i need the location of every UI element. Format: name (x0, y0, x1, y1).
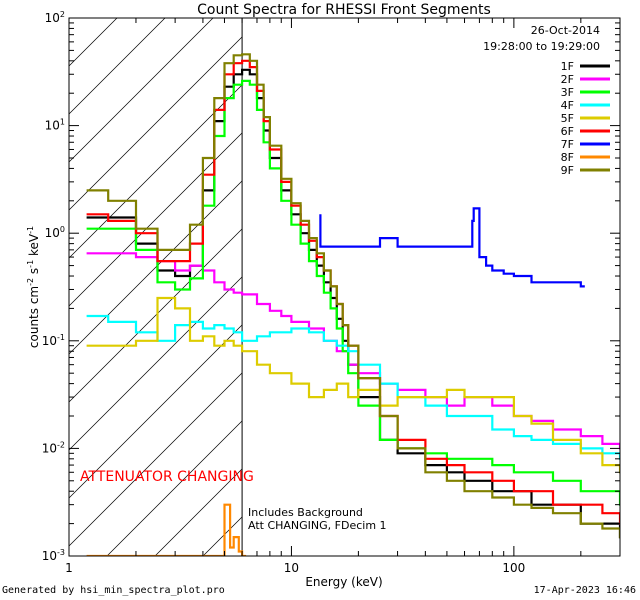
generated-date-label: 17-Apr-2023 16:46 (533, 585, 636, 596)
note-background: Includes Background (248, 506, 363, 519)
legend-label-3F: 3F (561, 86, 574, 99)
x-axis-label: Energy (keV) (305, 575, 382, 589)
y-label-exp1: -2 (26, 278, 35, 286)
x-tick-label: 10 (284, 561, 299, 575)
legend-label-6F: 6F (561, 125, 574, 138)
series-7F (319, 207, 585, 288)
y-tick-label: 100 (45, 225, 65, 240)
chart-title: Count Spectra for RHESSI Front Segments (197, 2, 491, 18)
y-tick-label: 102 (45, 10, 65, 25)
legend-label-7F: 7F (561, 138, 574, 151)
x-tick-label: 100 (502, 561, 525, 575)
attenuator-changing-label: ATTENUATOR CHANGING (80, 469, 254, 485)
y-label-mid1: s (27, 268, 41, 278)
y-tick-label: 101 (45, 118, 65, 133)
legend-label-4F: 4F (561, 99, 574, 112)
series-5F (86, 296, 620, 474)
series-1F (86, 68, 620, 539)
legend-label-2F: 2F (561, 73, 574, 86)
note-attenuator: Att CHANGING, FDecim 1 (248, 519, 387, 532)
hatch-line (69, 18, 166, 115)
series-3F (86, 79, 620, 506)
legend-label-8F: 8F (561, 151, 574, 164)
legend-label-1F: 1F (561, 60, 574, 73)
y-label-exp2: -1 (26, 260, 35, 268)
axes: 1 10 100 10-3 10-2 10-1 100 101 102 (42, 10, 621, 575)
hatch-line (635, 18, 640, 556)
y-label-mid2: keV (27, 233, 41, 260)
y-label-base: counts cm (27, 286, 41, 348)
x-tick-label: 1 (65, 561, 73, 575)
date-label: 26-Oct-2014 (531, 24, 600, 37)
legend-label-9F: 9F (561, 164, 574, 177)
hatch-line (69, 18, 310, 259)
hatched-region (69, 18, 640, 556)
legend-label-5F: 5F (561, 112, 574, 125)
y-tick-label: 10-1 (42, 333, 65, 348)
series-group (86, 53, 620, 556)
hatch-mask (242, 18, 620, 556)
generated-by-label: Generated by hsi_min_spectra_plot.pro (2, 585, 225, 596)
hatch-line (69, 18, 214, 163)
y-label-exp3: -1 (26, 226, 35, 234)
y-axis-label: counts cm-2 s-1 keV-1 (26, 226, 41, 348)
time-range-label: 19:28:00 to 19:29:00 (483, 40, 600, 53)
series-8F (86, 503, 247, 556)
y-tick-label: 10-3 (42, 548, 65, 563)
y-tick-label: 10-2 (42, 440, 65, 455)
plot-frame (68, 17, 621, 557)
series-9F (86, 53, 620, 539)
hatch-line (69, 18, 262, 211)
